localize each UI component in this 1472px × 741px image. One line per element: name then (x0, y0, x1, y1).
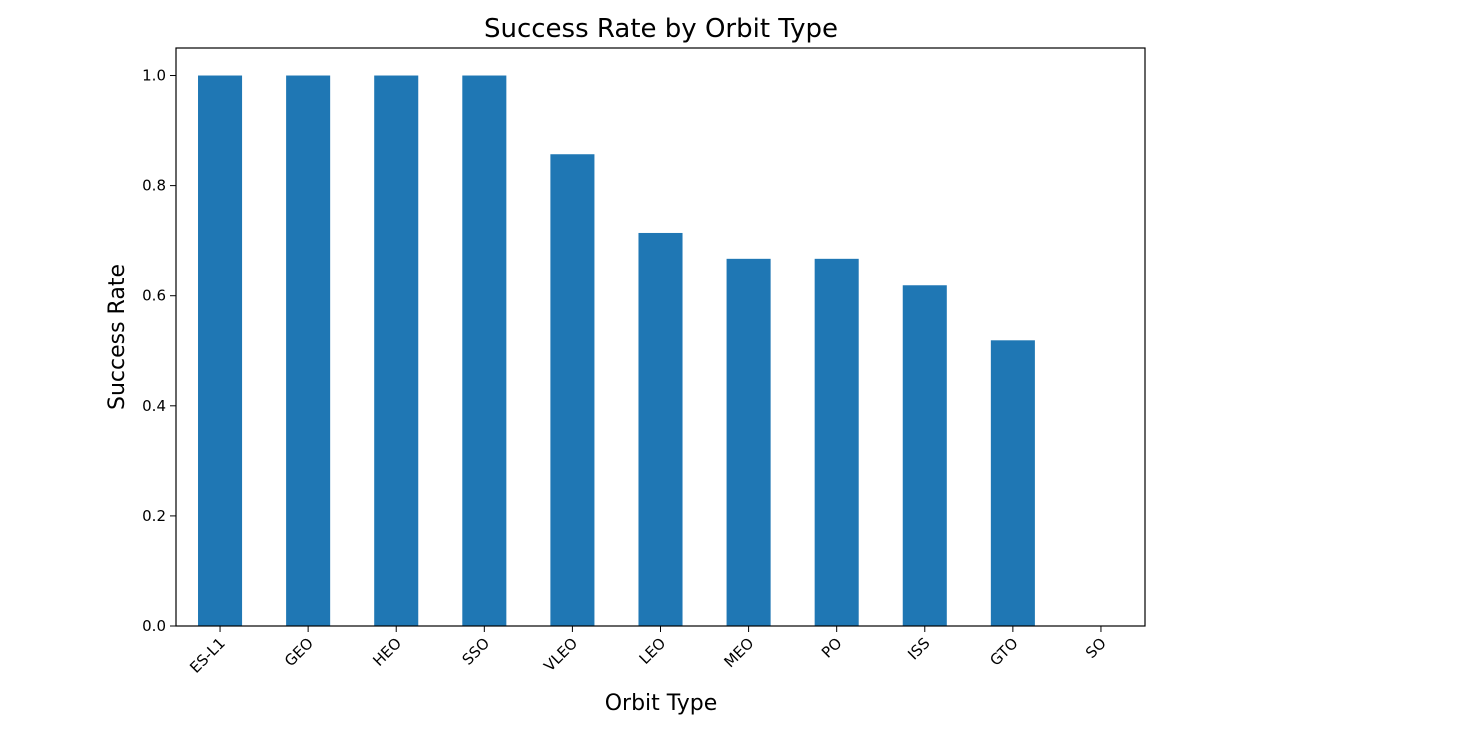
bar-sso (462, 75, 507, 626)
bar-heo (374, 75, 419, 626)
bar-po (814, 258, 859, 626)
x-tick-label: GTO (986, 634, 1021, 669)
bar-leo (638, 232, 683, 626)
y-tick-label: 0.2 (142, 507, 166, 525)
x-tick-label: VLEO (540, 634, 581, 675)
bars-group (198, 75, 1035, 627)
x-tick-label: LEO (636, 634, 670, 668)
x-tick-label: HEO (369, 634, 405, 670)
bar-geo (286, 75, 331, 626)
bar-es-l1 (198, 75, 243, 626)
y-axis: 0.0 0.2 0.4 0.6 0.8 1.0 (142, 67, 176, 635)
x-tick-label: SO (1082, 634, 1110, 662)
chart-title: Success Rate by Orbit Type (484, 14, 838, 44)
bar-iss (902, 285, 947, 626)
x-axis-label: Orbit Type (605, 691, 718, 716)
x-tick-label: ES-L1 (186, 634, 229, 677)
y-tick-label: 0.8 (142, 177, 166, 195)
plot-frame (175, 47, 1146, 627)
x-axis: ES-L1 GEO HEO SSO VLEO LEO MEO PO ISS GTO SO (186, 626, 1110, 677)
x-tick-label: SSO (459, 634, 494, 669)
y-tick-label: 0.4 (142, 397, 166, 415)
x-tick-label: MEO (720, 634, 757, 671)
x-tick-label: PO (818, 634, 845, 661)
y-axis-label: Success Rate (105, 264, 130, 410)
x-tick-label: ISS (904, 634, 933, 663)
bar-gto (990, 340, 1035, 626)
y-tick-label: 0.6 (142, 287, 166, 305)
x-tick-label: GEO (281, 634, 317, 670)
y-tick-label: 0.0 (142, 617, 166, 635)
bar-vleo (550, 154, 595, 627)
bar-meo (726, 258, 771, 626)
y-tick-label: 1.0 (142, 67, 166, 85)
